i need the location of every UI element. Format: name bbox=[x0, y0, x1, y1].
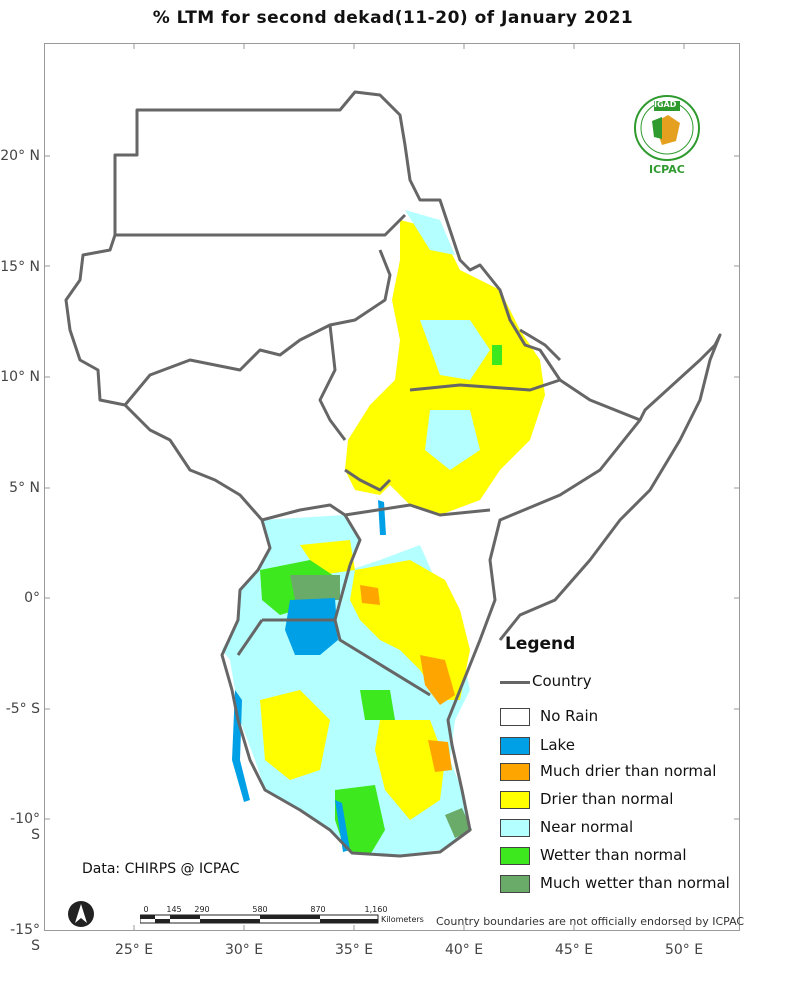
map-frame bbox=[44, 43, 740, 931]
disclaimer: Country boundaries are not officially en… bbox=[436, 915, 745, 928]
lat-label-10n: 10° N bbox=[0, 369, 40, 385]
legend-label: No Rain bbox=[540, 707, 599, 725]
legend-swatch bbox=[500, 847, 530, 865]
much-wetter-uganda bbox=[290, 575, 340, 600]
data-credit: Data: CHIRPS @ ICPAC bbox=[82, 861, 240, 877]
scale-tick: 145 bbox=[166, 905, 182, 914]
logo-top-text: IGAD bbox=[654, 100, 677, 109]
lat-label-5n: 5° N bbox=[9, 480, 40, 496]
lat-label-0: 0° bbox=[24, 590, 40, 606]
legend-label: Drier than normal bbox=[540, 790, 674, 808]
scale-tick: 580 bbox=[252, 905, 268, 914]
lake-victoria bbox=[285, 598, 338, 655]
scale-tick: 290 bbox=[194, 905, 210, 914]
legend-label: Much drier than normal bbox=[540, 762, 717, 780]
north-arrow-icon bbox=[68, 901, 94, 927]
lat-label-10s: -10° S bbox=[10, 811, 40, 843]
much-drier-kenya-coast bbox=[420, 655, 455, 705]
country-borders bbox=[64, 90, 722, 858]
scale-tick: 0 bbox=[143, 905, 149, 914]
map-title: % LTM for second dekad(11-20) of January… bbox=[152, 8, 634, 28]
lon-label-45e: 45° E bbox=[554, 942, 594, 958]
wetter-tanzania-mid bbox=[360, 690, 395, 720]
lon-label-35e: 35° E bbox=[334, 942, 374, 958]
scale-unit: Kilometers bbox=[381, 915, 424, 924]
much-drier-tanzania bbox=[428, 740, 452, 772]
lon-label-30e: 30° E bbox=[224, 942, 264, 958]
igad-icpac-logo: IGAD ICPAC bbox=[632, 93, 702, 183]
lat-label-5s: -5° S bbox=[5, 701, 40, 717]
legend-country-line bbox=[500, 681, 530, 684]
legend-swatch bbox=[500, 791, 530, 809]
lake-turkana bbox=[378, 500, 386, 535]
lon-label-40e: 40° E bbox=[444, 942, 484, 958]
lon-label-25e: 25° E bbox=[114, 942, 154, 958]
scale-tick: 1,160 bbox=[364, 905, 388, 914]
legend-label: Much wetter than normal bbox=[540, 874, 730, 892]
drier-uganda bbox=[300, 540, 355, 575]
legend-label: Lake bbox=[540, 736, 575, 754]
much-wetter-tz-coast bbox=[445, 808, 472, 838]
near-normal-eritrea bbox=[405, 210, 455, 255]
legend-swatch bbox=[500, 875, 530, 893]
near-normal-ethiopia-1 bbox=[420, 320, 490, 380]
wetter-eritrea bbox=[492, 345, 502, 365]
scale-tick: 870 bbox=[310, 905, 326, 914]
lat-label-15n: 15° N bbox=[0, 259, 40, 275]
drier-tanzania-south bbox=[375, 720, 445, 820]
legend-label: Wetter than normal bbox=[540, 846, 687, 864]
legend-swatch bbox=[500, 708, 530, 726]
drier-tanzania-west bbox=[260, 690, 330, 780]
legend-title: Legend bbox=[505, 634, 576, 654]
near-normal-ethiopia-2 bbox=[425, 410, 480, 470]
grid-ticks bbox=[44, 43, 740, 931]
scale-bar bbox=[140, 914, 379, 924]
legend-swatch bbox=[500, 763, 530, 781]
much-drier-kenya-west bbox=[360, 585, 380, 605]
legend-country-label: Country bbox=[532, 672, 592, 690]
lat-label-20n: 20° N bbox=[0, 148, 40, 164]
lat-label-15s: -15° S bbox=[10, 922, 40, 954]
legend-swatch bbox=[500, 737, 530, 755]
legend-swatch bbox=[500, 819, 530, 837]
logo-bottom-text: ICPAC bbox=[649, 163, 685, 176]
legend-label: Near normal bbox=[540, 818, 634, 836]
lake-malawi bbox=[335, 800, 350, 852]
lon-label-50e: 50° E bbox=[664, 942, 704, 958]
